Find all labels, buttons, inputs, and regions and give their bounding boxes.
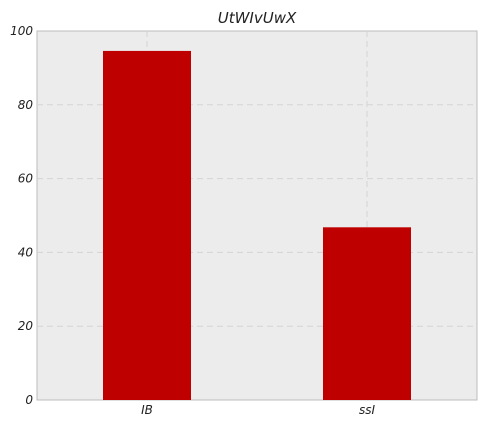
bars bbox=[103, 50, 411, 401]
x-tick-label: IB bbox=[141, 403, 153, 417]
y-tick-label: 20 bbox=[18, 319, 34, 333]
y-tick-label: 0 bbox=[25, 393, 33, 407]
y-tick-label: 60 bbox=[18, 172, 34, 186]
chart-title: UtWIvUwX bbox=[218, 9, 297, 27]
x-tick-labels: IB ssI bbox=[141, 403, 375, 417]
x-tick-label: ssI bbox=[359, 403, 376, 417]
y-tick-label: 100 bbox=[10, 24, 33, 38]
bar-ssi bbox=[323, 227, 411, 400]
bar-ib bbox=[103, 50, 191, 401]
y-tick-label: 40 bbox=[18, 245, 34, 259]
y-tick-labels: 0 20 40 60 80 100 bbox=[10, 24, 33, 407]
y-tick-label: 80 bbox=[18, 98, 34, 112]
